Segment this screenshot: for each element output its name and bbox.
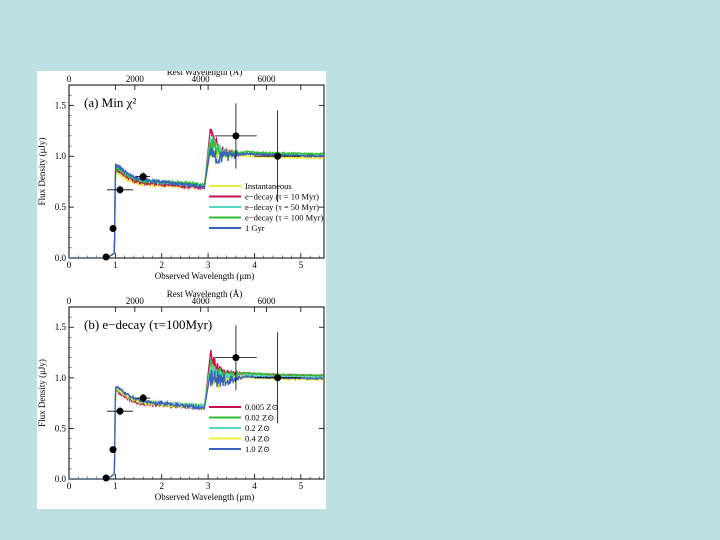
- x-tick-label: 1: [113, 260, 118, 270]
- data-point: [139, 173, 147, 181]
- x2-tick-label: 4000: [192, 74, 211, 84]
- legend-label: 1 Gyr: [245, 223, 265, 233]
- data-point: [102, 253, 110, 261]
- data-point: [232, 354, 240, 362]
- legend-label: Instantaneous: [245, 181, 292, 191]
- legend-label: e−decay (τ = 50 Myr): [245, 202, 319, 212]
- data-point: [109, 224, 117, 232]
- data-point: [274, 374, 282, 382]
- plot-frame: [68, 84, 325, 259]
- x-tick-label: 1: [113, 481, 118, 491]
- sed-figure: 0 1 2 3 4 5 0 2000 4000 6000 Rest Wavelength (Å) Ob…: [37, 71, 326, 509]
- model-line: [69, 371, 324, 479]
- panel-label: (a) Min χ²: [84, 95, 136, 110]
- data-point: [109, 446, 117, 454]
- data-point: [102, 474, 110, 482]
- y-axis-label: Flux Density (μJy): [37, 359, 47, 427]
- x-tick-label: 4: [252, 481, 257, 491]
- sed-figure-svg: 0 1 2 3 4 5 0 2000 4000 6000 Rest Wavelength (Å) Ob…: [37, 71, 325, 502]
- x-tick-label: 5: [299, 481, 304, 491]
- y-tick-label: 0.0: [55, 253, 67, 263]
- plot-frame: [68, 306, 325, 480]
- x2-tick-label: 4000: [192, 296, 211, 306]
- x-axis-label: Observed Wavelength (μm): [155, 271, 254, 281]
- x-tick-label: 0: [67, 481, 72, 491]
- legend-label: 0.005 Z⊙: [245, 402, 279, 412]
- panel-b: 0 1 2 3 4 5 0 2000 4000 6000 Rest Wavelength (Å) Ob…: [37, 289, 325, 502]
- legend-label: e−decay (τ = 10 Myr): [245, 192, 319, 202]
- x2-tick-label: 6000: [258, 74, 277, 84]
- data-point: [139, 394, 147, 402]
- x2-tick-label: 6000: [258, 296, 277, 306]
- x-tick-label: 2: [159, 481, 164, 491]
- x2-axis-label: Rest Wavelength (Å): [167, 289, 243, 299]
- x2-tick-label: 2000: [126, 296, 145, 306]
- data-point: [116, 186, 124, 194]
- panel-label: (b) e−decay (τ=100Myr): [84, 317, 212, 332]
- legend-label: 1.0 Z⊙: [245, 444, 270, 454]
- y-tick-label: 0.0: [55, 474, 67, 484]
- legend-label: 0.2 Z⊙: [245, 423, 270, 433]
- x-tick-label: 2: [159, 260, 164, 270]
- data-point: [116, 407, 124, 415]
- model-line: [69, 369, 324, 479]
- model-line: [69, 366, 324, 479]
- legend-label: 0.4 Z⊙: [245, 434, 270, 444]
- x2-tick-label: 0: [67, 296, 72, 306]
- data-point: [232, 132, 240, 140]
- x-tick-label: 3: [206, 260, 211, 270]
- legend-label: e−decay (τ = 100 Myr): [245, 213, 323, 223]
- y-tick-label: 1.0: [55, 373, 67, 383]
- x2-axis-label: Rest Wavelength (Å): [167, 71, 243, 77]
- y-tick-label: 1.5: [55, 322, 67, 332]
- x-tick-label: 4: [252, 260, 257, 270]
- y-axis-label: Flux Density (μJy): [37, 138, 47, 206]
- data-point: [274, 152, 282, 160]
- legend-label: 0.02 Z⊙: [245, 413, 274, 423]
- y-tick-label: 0.5: [55, 423, 67, 433]
- x2-tick-label: 0: [67, 74, 72, 84]
- x-tick-label: 5: [299, 260, 304, 270]
- y-tick-label: 0.5: [55, 202, 67, 212]
- model-line: [69, 349, 324, 479]
- y-tick-label: 1.5: [55, 100, 67, 110]
- x-tick-label: 0: [67, 260, 72, 270]
- model-line: [69, 147, 324, 258]
- x-tick-label: 3: [206, 481, 211, 491]
- y-tick-label: 1.0: [55, 151, 67, 161]
- x-axis-label: Observed Wavelength (μm): [155, 492, 254, 502]
- x2-tick-label: 2000: [126, 74, 145, 84]
- panel-a: 0 1 2 3 4 5 0 2000 4000 6000 Rest Wavelength (Å) Ob…: [37, 71, 325, 281]
